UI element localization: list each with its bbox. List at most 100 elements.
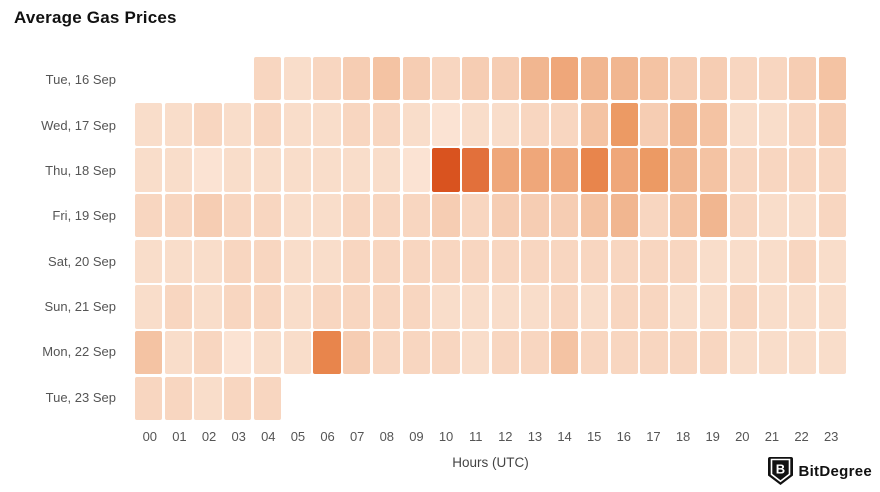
heatmap-cell[interactable]: [818, 194, 846, 238]
heatmap-cell[interactable]: [135, 285, 163, 329]
heatmap-cell[interactable]: [491, 194, 519, 238]
heatmap-cell[interactable]: [432, 331, 460, 375]
heatmap-cell[interactable]: [729, 239, 757, 283]
heatmap-cell[interactable]: [372, 102, 401, 146]
heatmap-cell[interactable]: [610, 194, 638, 238]
heatmap-cell[interactable]: [729, 194, 757, 238]
heatmap-cell[interactable]: [818, 148, 846, 192]
heatmap-cell[interactable]: [462, 194, 490, 238]
heatmap-cell[interactable]: [432, 194, 460, 238]
heatmap-cell[interactable]: [610, 285, 638, 329]
heatmap-cell[interactable]: [729, 148, 757, 192]
heatmap-cell[interactable]: [699, 102, 728, 146]
heatmap-cell[interactable]: [580, 57, 609, 101]
heatmap-cell[interactable]: [343, 331, 371, 375]
heatmap-cell[interactable]: [580, 148, 609, 192]
heatmap-cell[interactable]: [164, 194, 192, 238]
heatmap-cell[interactable]: [610, 57, 638, 101]
heatmap-cell[interactable]: [521, 57, 549, 101]
heatmap-cell[interactable]: [283, 148, 311, 192]
heatmap-cell[interactable]: [194, 376, 222, 420]
heatmap-cell[interactable]: [253, 102, 282, 146]
heatmap-cell[interactable]: [313, 194, 341, 238]
heatmap-cell[interactable]: [521, 194, 549, 238]
heatmap-cell[interactable]: [283, 285, 311, 329]
heatmap-cell[interactable]: [343, 285, 371, 329]
heatmap-cell[interactable]: [253, 376, 282, 420]
heatmap-cell[interactable]: [402, 239, 430, 283]
heatmap-cell[interactable]: [789, 239, 817, 283]
heatmap-cell[interactable]: [670, 102, 698, 146]
heatmap-cell[interactable]: [670, 57, 698, 101]
heatmap-cell[interactable]: [283, 102, 311, 146]
heatmap-cell[interactable]: [283, 57, 311, 101]
heatmap-cell[interactable]: [462, 285, 490, 329]
heatmap-cell[interactable]: [432, 148, 460, 192]
heatmap-cell[interactable]: [224, 285, 252, 329]
heatmap-cell[interactable]: [372, 57, 401, 101]
heatmap-cell[interactable]: [135, 194, 163, 238]
heatmap-cell[interactable]: [818, 57, 846, 101]
heatmap-cell[interactable]: [194, 194, 222, 238]
heatmap-cell[interactable]: [491, 285, 519, 329]
heatmap-cell[interactable]: [491, 239, 519, 283]
heatmap-cell[interactable]: [729, 331, 757, 375]
heatmap-cell[interactable]: [491, 331, 519, 375]
heatmap-cell[interactable]: [551, 285, 579, 329]
heatmap-cell[interactable]: [759, 331, 787, 375]
heatmap-cell[interactable]: [432, 102, 460, 146]
heatmap-cell[interactable]: [610, 148, 638, 192]
heatmap-cell[interactable]: [402, 102, 430, 146]
heatmap-cell[interactable]: [818, 285, 846, 329]
heatmap-cell[interactable]: [551, 102, 579, 146]
heatmap-cell[interactable]: [194, 102, 222, 146]
heatmap-cell[interactable]: [670, 194, 698, 238]
heatmap-cell[interactable]: [818, 239, 846, 283]
heatmap-cell[interactable]: [729, 57, 757, 101]
heatmap-cell[interactable]: [135, 331, 163, 375]
heatmap-cell[interactable]: [432, 57, 460, 101]
heatmap-cell[interactable]: [699, 331, 728, 375]
heatmap-cell[interactable]: [491, 102, 519, 146]
heatmap-cell[interactable]: [789, 331, 817, 375]
heatmap-cell[interactable]: [759, 57, 787, 101]
heatmap-cell[interactable]: [372, 148, 401, 192]
heatmap-cell[interactable]: [253, 239, 282, 283]
heatmap-cell[interactable]: [343, 239, 371, 283]
heatmap-cell[interactable]: [372, 194, 401, 238]
heatmap-cell[interactable]: [640, 57, 668, 101]
heatmap-cell[interactable]: [521, 285, 549, 329]
heatmap-cell[interactable]: [224, 376, 252, 420]
heatmap-cell[interactable]: [729, 102, 757, 146]
heatmap-cell[interactable]: [462, 239, 490, 283]
heatmap-cell[interactable]: [699, 148, 728, 192]
heatmap-cell[interactable]: [640, 102, 668, 146]
heatmap-cell[interactable]: [521, 102, 549, 146]
heatmap-cell[interactable]: [640, 331, 668, 375]
heatmap-cell[interactable]: [402, 285, 430, 329]
heatmap-cell[interactable]: [699, 239, 728, 283]
heatmap-cell[interactable]: [253, 194, 282, 238]
heatmap-cell[interactable]: [610, 102, 638, 146]
heatmap-cell[interactable]: [253, 57, 282, 101]
heatmap-cell[interactable]: [759, 285, 787, 329]
heatmap-cell[interactable]: [640, 148, 668, 192]
heatmap-cell[interactable]: [640, 239, 668, 283]
heatmap-cell[interactable]: [402, 148, 430, 192]
heatmap-cell[interactable]: [789, 148, 817, 192]
heatmap-cell[interactable]: [729, 285, 757, 329]
heatmap-cell[interactable]: [194, 148, 222, 192]
heatmap-cell[interactable]: [343, 57, 371, 101]
heatmap-cell[interactable]: [580, 285, 609, 329]
heatmap-cell[interactable]: [551, 57, 579, 101]
heatmap-cell[interactable]: [224, 331, 252, 375]
heatmap-cell[interactable]: [253, 285, 282, 329]
heatmap-cell[interactable]: [610, 331, 638, 375]
heatmap-cell[interactable]: [283, 194, 311, 238]
heatmap-cell[interactable]: [313, 331, 341, 375]
heatmap-cell[interactable]: [521, 331, 549, 375]
heatmap-cell[interactable]: [372, 285, 401, 329]
heatmap-cell[interactable]: [164, 148, 192, 192]
heatmap-cell[interactable]: [343, 148, 371, 192]
heatmap-cell[interactable]: [372, 239, 401, 283]
